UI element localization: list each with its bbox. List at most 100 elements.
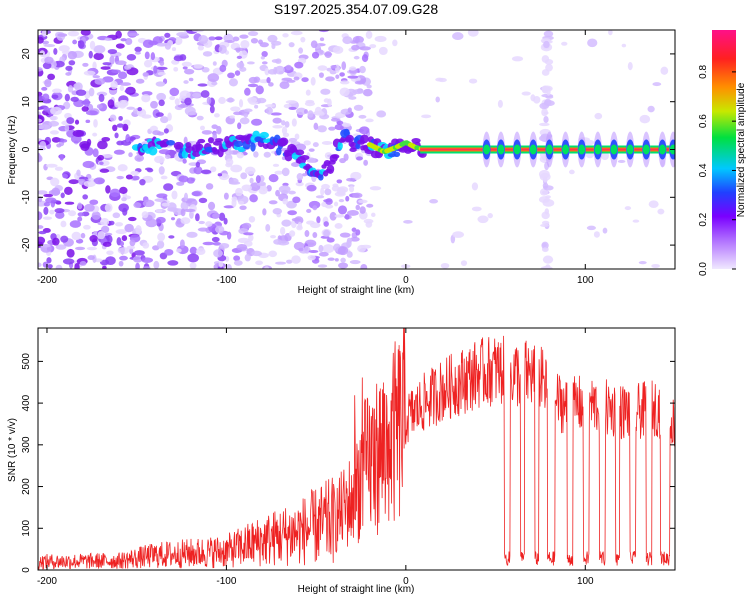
spectrogram-noise-point xyxy=(354,80,366,85)
spectrogram-noise-point xyxy=(44,78,52,88)
spectrogram-noise-point xyxy=(126,53,137,61)
spectrogram-noise-point xyxy=(58,45,70,52)
spectrogram-noise-point xyxy=(296,173,304,181)
spectrogram-noise-point xyxy=(282,198,289,205)
spectrogram-noise-point xyxy=(59,154,64,161)
spectrogram-noise-point xyxy=(119,85,125,91)
snr-y-tick-label: 500 xyxy=(21,353,32,370)
spectrogram-noise-point xyxy=(89,235,98,243)
spectrogram-noise-point xyxy=(542,247,549,252)
spectrogram-noise-point xyxy=(285,64,292,71)
spectrogram-noise-point xyxy=(239,66,247,72)
spectrogram-noise-point xyxy=(82,160,95,169)
spectrogram-noise-point xyxy=(160,116,169,124)
spectrogram-noise-point xyxy=(270,234,277,239)
spectrogram-noise-point xyxy=(87,255,95,261)
spectrogram-noise-point xyxy=(60,192,65,199)
spectrogram-ridge-point xyxy=(331,154,340,159)
spectrogram-noise-point xyxy=(128,216,137,222)
spectrogram-noise-point xyxy=(289,230,296,237)
spectrogram-noise-point xyxy=(353,104,364,111)
spectrogram-noise-point xyxy=(142,266,151,269)
spectrogram-pulse-core xyxy=(642,144,650,155)
spectrogram-noise-point xyxy=(541,220,550,225)
spectrogram-noise-point xyxy=(174,98,180,106)
spectrogram-noise-point xyxy=(294,133,300,140)
spectrogram-noise-point xyxy=(210,166,217,173)
spectrogram-noise-point xyxy=(187,253,199,263)
spectrogram-y-tick-label: -10 xyxy=(21,190,32,205)
spectrogram-noise-point xyxy=(329,70,337,75)
spectrogram-noise-point xyxy=(244,87,251,96)
spectrogram-noise-point xyxy=(310,40,318,49)
spectrogram-noise-point xyxy=(142,242,150,249)
spectrogram-noise-point xyxy=(223,217,228,225)
spectrogram-noise-point xyxy=(253,151,259,158)
spectrogram-noise-point xyxy=(42,62,52,70)
spectrogram-noise-point xyxy=(286,200,297,209)
spectrogram-noise-point xyxy=(290,30,303,36)
spectrogram-noise-point xyxy=(83,180,96,188)
spectrogram-noise-point xyxy=(80,30,91,36)
spectrogram-ridge-point xyxy=(360,134,369,144)
spectrogram-noise-point xyxy=(346,251,353,258)
spectrogram-noise-point xyxy=(214,113,220,118)
spectrogram-noise-point xyxy=(115,229,128,235)
spectrogram-noise-point xyxy=(279,81,290,90)
spectrogram-noise-point xyxy=(92,132,98,137)
spectrogram-noise-point xyxy=(543,116,549,124)
snr-x-tick-label: 0 xyxy=(403,576,409,587)
spectrogram-noise-point xyxy=(68,210,77,217)
spectrogram-noise-point xyxy=(72,39,78,45)
spectrogram-noise-point xyxy=(115,30,122,39)
spectrogram-noise-point xyxy=(308,249,319,253)
spectrogram-noise-point xyxy=(54,166,64,171)
spectrogram-noise-point xyxy=(272,207,283,215)
spectrogram-noise-point xyxy=(314,106,322,115)
spectrogram-noise-point xyxy=(125,37,133,45)
spectrogram-noise-point xyxy=(105,185,111,194)
spectrogram-noise-point xyxy=(317,65,328,71)
spectrogram-noise-point xyxy=(313,122,319,131)
spectrogram-noise-point xyxy=(543,40,550,49)
spectrogram-noise-point xyxy=(435,96,440,103)
spectrogram-noise-point xyxy=(157,71,166,76)
spectrogram-noise-point xyxy=(468,78,478,84)
spectrogram-noise-point xyxy=(273,239,283,245)
spectrogram-noise-point xyxy=(248,215,256,223)
spectrogram-noise-point xyxy=(98,93,105,103)
spectrogram-noise-point xyxy=(303,109,308,114)
spectrogram-noise-point xyxy=(218,212,226,222)
spectrogram-noise-point xyxy=(359,206,366,214)
spectrogram-noise-point xyxy=(363,159,368,166)
spectrogram-noise-point xyxy=(93,45,106,54)
spectrogram-ridge-point xyxy=(343,128,350,137)
spectrogram-noise-point xyxy=(247,97,258,103)
spectrogram-noise-point xyxy=(133,202,142,208)
spectrogram-noise-point xyxy=(43,193,54,198)
spectrogram-noise-point xyxy=(116,140,124,146)
spectrogram-noise-point xyxy=(152,130,162,136)
spectrogram-noise-point xyxy=(268,200,278,205)
spectrogram-noise-point xyxy=(541,93,554,98)
spectrogram-noise-point xyxy=(238,200,245,205)
spectrogram-noise-point xyxy=(273,66,278,75)
spectrogram-noise-point xyxy=(186,177,195,184)
spectrogram-noise-point xyxy=(239,117,250,125)
spectrogram-noise-point xyxy=(219,242,230,249)
spectrogram-noise-point xyxy=(593,231,600,238)
spectrogram-noise-point xyxy=(311,51,320,59)
spectrogram-noise-point xyxy=(51,94,59,99)
spectrogram-noise-point xyxy=(330,65,337,69)
spectrogram-noise-point xyxy=(244,240,253,247)
spectrogram-noise-point xyxy=(324,51,332,59)
spectrogram-noise-point xyxy=(65,65,73,71)
spectrogram-noise-point xyxy=(223,192,229,200)
spectrogram-noise-point xyxy=(218,260,224,268)
spectrogram-noise-point xyxy=(227,72,235,79)
spectrogram-noise-point xyxy=(318,251,329,257)
spectrogram-noise-point xyxy=(119,82,132,86)
spectrogram-noise-point xyxy=(141,211,149,219)
spectrogram-noise-point xyxy=(64,93,70,102)
spectrogram-noise-point xyxy=(164,32,171,38)
